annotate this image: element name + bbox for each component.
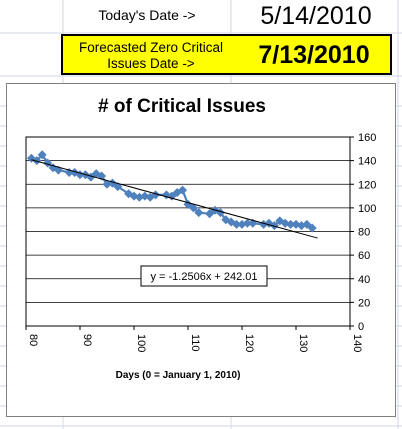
y-axis-ticks: 0 20 40 60 80 100 120 140 160 <box>350 132 376 333</box>
trendline <box>31 159 318 239</box>
x-tick-label: 90 <box>81 334 93 346</box>
data-point-marker[interactable] <box>242 218 252 228</box>
series-line <box>30 152 313 229</box>
forecast-label-line1: Forecasted Zero Critical <box>78 40 224 55</box>
data-point-marker[interactable] <box>286 219 296 229</box>
y-tick-label: 20 <box>358 297 370 309</box>
forecast-highlight-box: Forecasted Zero Critical Issues Date -> … <box>61 34 392 75</box>
data-point-marker[interactable] <box>194 208 204 218</box>
y-tick-label: 120 <box>358 179 376 191</box>
data-point-marker[interactable] <box>178 185 188 195</box>
trendline-label-box[interactable]: y = -1.2506x + 242.01 <box>140 265 268 287</box>
data-point-marker[interactable] <box>145 192 155 202</box>
x-tick-label: 100 <box>135 334 147 352</box>
x-tick-label: 110 <box>189 334 201 352</box>
data-point-marker[interactable] <box>32 156 42 166</box>
forecast-date-label: Forecasted Zero Critical Issues Date -> <box>69 38 233 74</box>
data-point-marker[interactable] <box>269 221 279 231</box>
today-date-label: Today's Date -> <box>98 7 196 23</box>
data-point-marker[interactable] <box>134 192 144 202</box>
x-tick-label: 140 <box>351 334 363 352</box>
critical-issues-chart: # of Critical Issues 0 20 40 60 80 100 120 140 1… <box>25 96 376 381</box>
x-tick-label: 120 <box>243 334 255 352</box>
x-tick-label: 130 <box>297 334 309 352</box>
x-tick-label: 80 <box>27 334 39 346</box>
chart-title: # of Critical Issues <box>98 96 266 117</box>
data-point-marker[interactable] <box>232 219 242 229</box>
chart-area[interactable]: # of Critical Issues 0 20 40 60 80 100 120 140 1… <box>6 83 396 417</box>
data-point-marker[interactable] <box>64 167 74 177</box>
y-tick-label: 60 <box>358 250 370 262</box>
data-point-marker[interactable] <box>188 203 198 213</box>
data-point-marker[interactable] <box>307 223 317 233</box>
y-tick-label: 140 <box>358 156 376 168</box>
data-point-marker[interactable] <box>37 150 47 160</box>
y-tick-label: 0 <box>358 321 364 333</box>
y-tick-label: 100 <box>358 203 376 215</box>
forecast-label-line2: Issues Date -> <box>107 56 195 71</box>
x-axis-ticks: 80 90 100 110 120 130 140 <box>25 326 363 352</box>
data-point-marker[interactable] <box>161 190 171 200</box>
trendline-equation: y = -1.2506x + 242.01 <box>150 271 257 283</box>
y-tick-label: 80 <box>358 227 370 239</box>
y-tick-label: 160 <box>358 132 376 144</box>
data-point-marker[interactable] <box>124 189 134 199</box>
forecast-date-value[interactable]: 7/13/2010 <box>258 40 370 69</box>
x-axis-label: Days (0 = January 1, 2010) <box>116 370 241 381</box>
data-series <box>26 150 317 233</box>
y-tick-label: 40 <box>358 274 370 286</box>
today-date-value[interactable]: 5/14/2010 <box>260 2 372 30</box>
data-point-marker[interactable] <box>26 153 36 163</box>
data-point-marker[interactable] <box>215 208 225 218</box>
